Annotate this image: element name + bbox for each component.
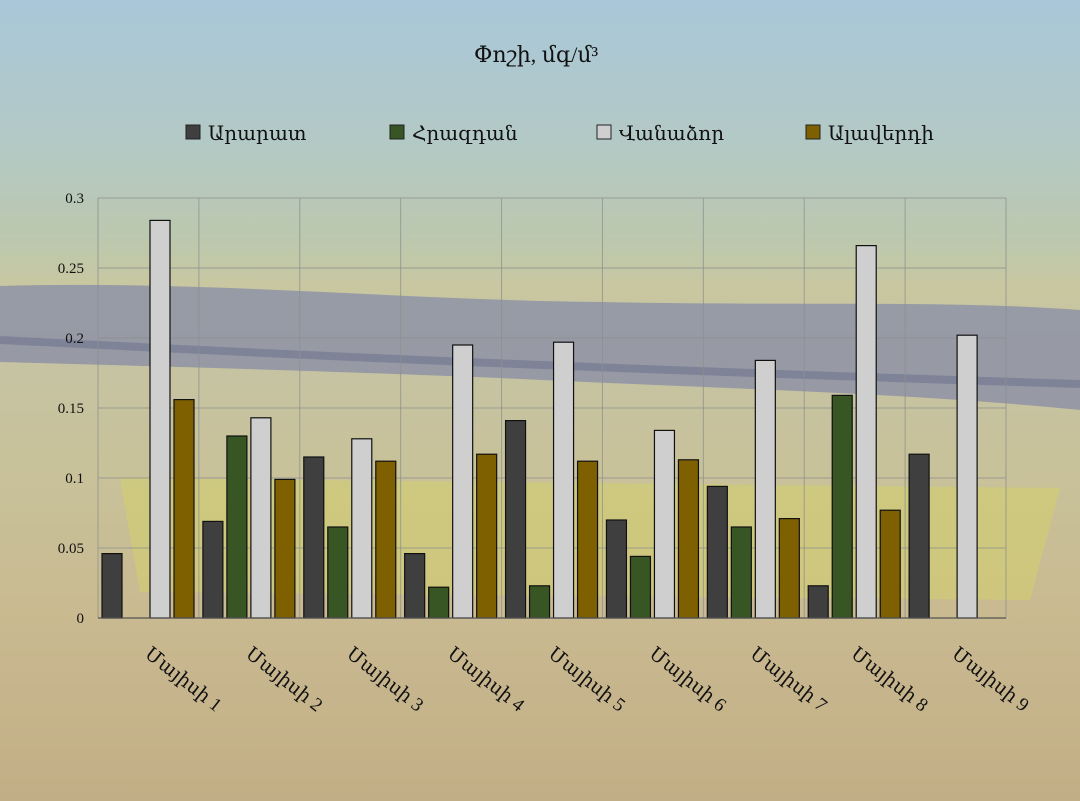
legend-label-4: Ալավերդի (828, 123, 934, 145)
bar-3-8 (855, 245, 877, 619)
bar-4-5 (576, 460, 599, 619)
bar-1-5 (504, 420, 527, 619)
bar-4-8 (879, 509, 901, 619)
y-tick-label: 0 (77, 611, 85, 627)
x-tick-label: Մայիսի 7 (746, 643, 831, 716)
bar-1-9 (908, 453, 930, 619)
chart-bars (101, 219, 978, 619)
bar-4-6 (677, 459, 700, 619)
chart-legend: Արարատ Հրազդան Վանաձոր Ալավերդի (185, 123, 934, 145)
legend-swatch-2 (389, 124, 405, 140)
bar-3-7 (754, 359, 776, 619)
bar-4-4 (476, 453, 498, 619)
x-tick-label: Մայիսի 3 (342, 643, 427, 716)
bar-4-7 (778, 517, 800, 619)
bar-2-2 (226, 435, 248, 619)
bar-2-6 (629, 555, 652, 619)
bar-1-2 (202, 520, 224, 619)
bar-2-4 (428, 586, 450, 619)
bar-4-1 (173, 399, 195, 619)
chart-title: Փոշի, մգ/մ³ (474, 42, 599, 67)
bar-3-5 (552, 341, 575, 619)
bar-2-5 (528, 585, 551, 619)
legend-swatch-3 (596, 124, 612, 140)
legend-label-1: Արարատ (208, 123, 307, 145)
legend-label-2: Հրազդան (412, 123, 518, 145)
bar-3-2 (250, 417, 272, 619)
chart-gridlines (97, 197, 1007, 619)
bar-3-4 (452, 344, 474, 619)
bar-1-3 (303, 456, 325, 619)
bar-4-2 (274, 478, 296, 619)
bar-3-3 (351, 438, 373, 619)
x-tick-label: Մայիսի 4 (443, 643, 528, 716)
y-axis: 0 0.05 0.1 0.15 0.2 0.25 0.3 (58, 191, 84, 627)
x-tick-label: Մայիսի 5 (544, 643, 629, 716)
y-tick-label: 0.15 (58, 401, 84, 417)
legend-swatch-4 (805, 124, 821, 140)
y-tick-label: 0.2 (65, 331, 84, 347)
bar-1-1 (101, 552, 123, 619)
x-tick-label: Մայիսի 2 (241, 643, 326, 716)
bar-3-1 (149, 219, 171, 619)
y-tick-label: 0.05 (58, 541, 84, 557)
bar-1-8 (807, 585, 829, 619)
bar-4-3 (375, 460, 397, 619)
legend-swatch-1 (185, 124, 201, 140)
y-tick-label: 0.3 (65, 191, 84, 207)
bar-3-6 (653, 429, 676, 619)
bar-1-7 (706, 485, 728, 619)
bar-2-3 (327, 526, 349, 619)
x-tick-label: Մայիսի 1 (140, 643, 225, 716)
x-tick-label: Մայիսի 8 (847, 643, 932, 716)
bar-1-4 (404, 552, 426, 619)
y-tick-label: 0.1 (65, 471, 84, 487)
bar-3-9 (956, 334, 978, 619)
x-axis: Մայիսի 1 Մայիսի 2 Մայիսի 3 Մայիսի 4 Մայիսի 5… (98, 617, 1033, 717)
x-tick-label: Մայիսի 6 (645, 643, 730, 716)
bar-2-8 (831, 394, 853, 619)
legend-label-3: Վանաձոր (619, 123, 724, 145)
x-tick-label: Մայիսի 9 (947, 643, 1032, 716)
y-tick-label: 0.25 (58, 261, 84, 277)
bar-1-6 (605, 519, 628, 619)
bar-2-7 (730, 526, 752, 619)
